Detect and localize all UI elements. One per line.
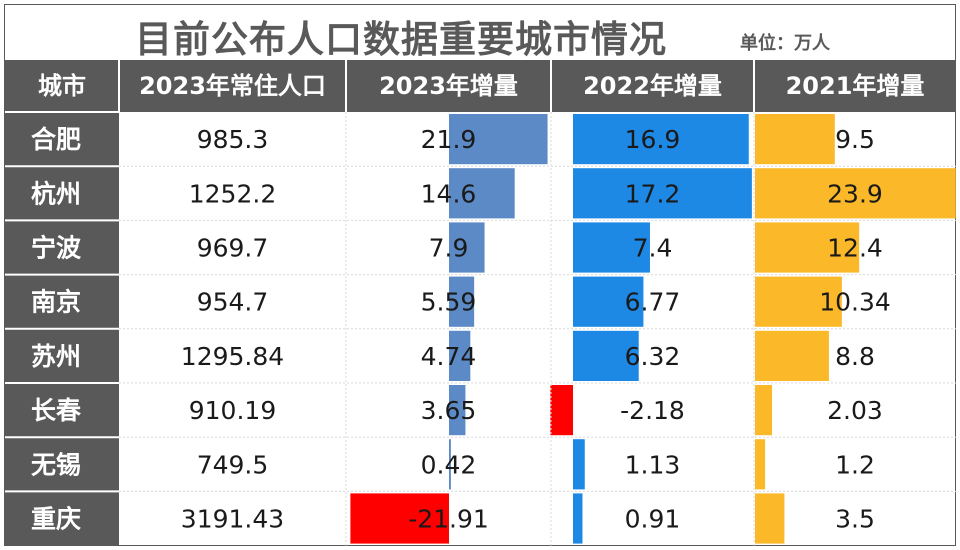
column-header: 2022年增量 bbox=[583, 72, 722, 100]
city-label: 南京 bbox=[31, 288, 81, 317]
value-inc2022: 7.4 bbox=[633, 234, 673, 263]
city-label: 长春 bbox=[31, 396, 81, 425]
value-inc2023: 5.59 bbox=[421, 288, 477, 317]
column-header: 2023年增量 bbox=[379, 72, 518, 100]
bar-inc2021 bbox=[755, 222, 860, 273]
value-inc2023: 21.9 bbox=[421, 125, 477, 154]
value-inc2022: 6.32 bbox=[625, 342, 681, 371]
value-inc2021: 8.8 bbox=[835, 342, 875, 371]
bar-inc2022 bbox=[573, 276, 644, 327]
value-pop: 1295.84 bbox=[181, 342, 284, 371]
title-row: 目前公布人口数据重要城市情况 单位：万人 bbox=[5, 5, 955, 63]
value-inc2021: 12.4 bbox=[827, 234, 883, 263]
bar-inc2022 bbox=[573, 439, 585, 490]
value-inc2022: 1.13 bbox=[625, 450, 681, 479]
column-header: 2023年常住人口 bbox=[139, 72, 326, 100]
city-label: 杭州 bbox=[31, 179, 81, 208]
bar-inc2021 bbox=[755, 168, 956, 219]
bar-inc2021 bbox=[755, 493, 785, 544]
bar-inc2021 bbox=[755, 330, 829, 381]
value-inc2023: 14.6 bbox=[421, 179, 477, 208]
bar-inc2021 bbox=[755, 439, 766, 490]
bar-inc2023 bbox=[449, 114, 548, 165]
header-cell bbox=[754, 60, 956, 112]
bar-inc2021 bbox=[755, 276, 842, 327]
value-inc2021: 23.9 bbox=[827, 179, 883, 208]
bar-inc2023 bbox=[449, 168, 515, 219]
column-header: 城市 bbox=[38, 72, 86, 100]
value-pop: 985.3 bbox=[197, 125, 269, 154]
bar-inc2023 bbox=[449, 330, 471, 381]
value-inc2022: 16.9 bbox=[625, 125, 681, 154]
header-cell bbox=[551, 60, 754, 112]
header-cell bbox=[346, 60, 551, 112]
value-inc2021: 2.03 bbox=[827, 396, 883, 425]
column-header: 2021年增量 bbox=[786, 72, 925, 100]
city-cell bbox=[5, 328, 119, 383]
bar-inc2022 bbox=[573, 168, 752, 219]
city-cell bbox=[5, 220, 119, 275]
value-pop: 1252.2 bbox=[189, 179, 276, 208]
bar-inc2023 bbox=[449, 439, 451, 490]
value-inc2022: 17.2 bbox=[625, 179, 681, 208]
bar-inc2022 bbox=[573, 330, 639, 381]
value-inc2023: 7.9 bbox=[429, 234, 469, 263]
value-pop: 749.5 bbox=[197, 450, 269, 479]
header-cell bbox=[5, 60, 119, 112]
value-inc2023: 0.42 bbox=[421, 450, 477, 479]
value-inc2022: 6.77 bbox=[625, 288, 681, 317]
bar-inc2022 bbox=[573, 493, 583, 544]
city-label: 苏州 bbox=[31, 342, 81, 371]
city-label: 宁波 bbox=[31, 234, 82, 263]
bar-inc2021 bbox=[755, 114, 835, 165]
value-pop: 969.7 bbox=[197, 234, 269, 263]
city-label: 重庆 bbox=[31, 505, 81, 534]
city-cell bbox=[5, 274, 119, 329]
value-inc2021: 1.2 bbox=[835, 450, 875, 479]
value-inc2023: 3.65 bbox=[421, 396, 477, 425]
value-inc2023: -21.91 bbox=[408, 505, 489, 534]
bar-inc2021 bbox=[755, 385, 773, 436]
page-title: 目前公布人口数据重要城市情况 bbox=[135, 18, 667, 61]
city-cell bbox=[5, 437, 119, 492]
city-cell bbox=[5, 383, 119, 438]
city-cell bbox=[5, 166, 119, 221]
bar-inc2023 bbox=[350, 493, 449, 544]
value-inc2022: 0.91 bbox=[625, 505, 681, 534]
bar-inc2022 bbox=[573, 114, 749, 165]
value-pop: 954.7 bbox=[197, 288, 269, 317]
bar-inc2023 bbox=[449, 276, 475, 327]
city-cell bbox=[5, 112, 119, 167]
bar-inc2023 bbox=[449, 222, 485, 273]
city-label: 无锡 bbox=[31, 450, 81, 479]
value-inc2022: -2.18 bbox=[620, 396, 685, 425]
bar-inc2022 bbox=[573, 222, 650, 273]
value-inc2021: 10.34 bbox=[819, 288, 891, 317]
header-cell bbox=[119, 60, 346, 112]
value-pop: 910.19 bbox=[189, 396, 276, 425]
unit-label: 单位：万人 bbox=[740, 33, 830, 54]
value-pop: 3191.43 bbox=[181, 505, 284, 534]
bar-inc2023 bbox=[449, 385, 466, 436]
city-cell bbox=[5, 491, 119, 546]
value-inc2021: 3.5 bbox=[835, 505, 875, 534]
city-label: 合肥 bbox=[31, 125, 81, 154]
value-inc2021: 9.5 bbox=[835, 125, 875, 154]
bar-inc2022 bbox=[550, 385, 573, 436]
value-inc2023: 4.74 bbox=[421, 342, 477, 371]
